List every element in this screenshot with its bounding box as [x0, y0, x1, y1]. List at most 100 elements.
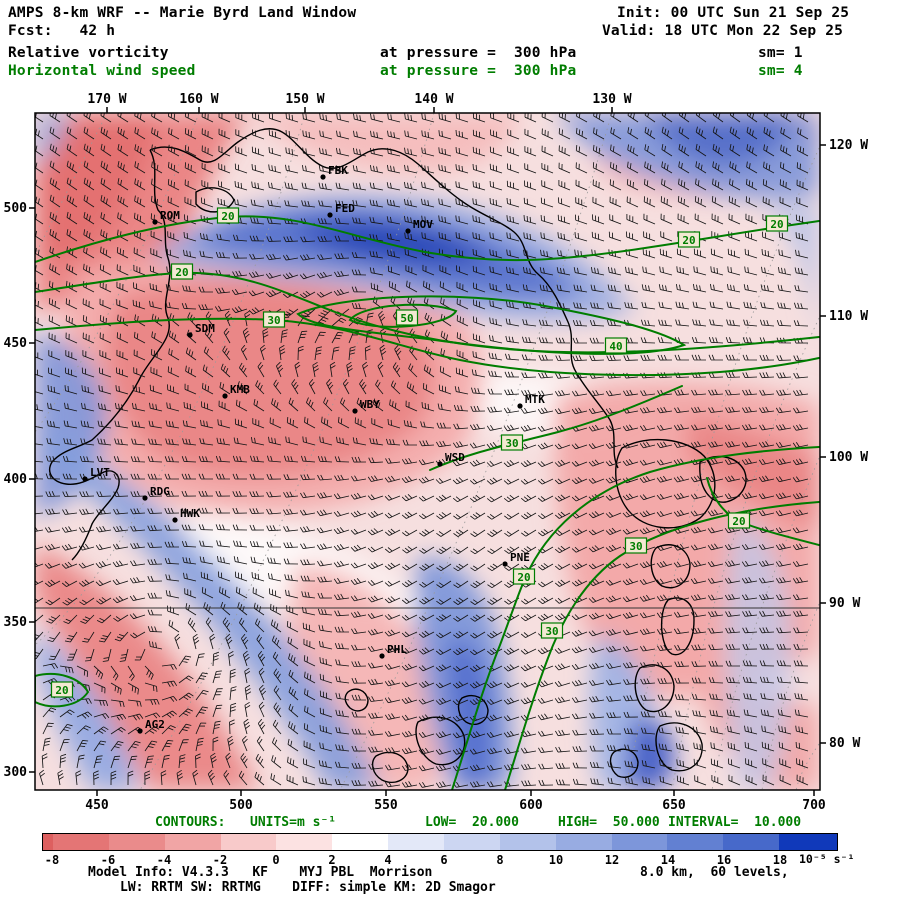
wind-speed-contour: [451, 446, 820, 790]
colorbar-segment: [43, 834, 53, 850]
colorbar-segment: [164, 834, 221, 850]
contour-label: 20: [732, 515, 745, 528]
station-marker: [152, 219, 158, 225]
axis-label-top: 140 W: [414, 92, 453, 107]
station-marker: [437, 461, 443, 467]
colorbar-segment: [555, 834, 612, 850]
station-label: PHL: [387, 643, 407, 656]
colorbar-segment: [220, 834, 277, 850]
axis-label-top: 130 W: [592, 92, 631, 107]
wind-speed-contour: [35, 271, 820, 354]
station-label: HWK: [180, 507, 200, 520]
colorbar-segment: [52, 834, 109, 850]
colorbar-tick: 6: [440, 853, 448, 867]
station-marker: [405, 228, 411, 234]
graticule-line: [339, 113, 613, 790]
axis-label-right: 100 W: [829, 450, 868, 465]
contour-label-box: [170, 263, 194, 280]
map-layers: 20 20 30 50 40 20 20 30 30 20 30 20 20 FBK FED MOV ROM SD…: [35, 113, 820, 790]
colorbar-unit: 10⁻⁵ s⁻¹: [799, 852, 855, 866]
contour-label: 20: [55, 684, 68, 697]
colorbar-tick: 12: [604, 853, 620, 867]
coastline: [48, 149, 171, 561]
station-label: SDM: [195, 322, 215, 335]
colorbar-segment: [443, 834, 500, 850]
axis-label-left: 450: [4, 336, 28, 351]
axis-label-bottom: 500: [229, 798, 253, 813]
graticule-line: [624, 147, 820, 790]
contour-label-box: [727, 512, 751, 529]
station-label: WBY: [360, 398, 380, 411]
colorbar-tick: 4: [384, 853, 392, 867]
forecast-hour-label: Fcst: 42 h: [8, 23, 116, 39]
valid-time-label: Valid: 18 UTC Mon 22 Sep 25: [602, 23, 844, 39]
contour-label-box: [604, 337, 628, 354]
graticule-line: [35, 113, 200, 433]
map-base: [35, 113, 820, 790]
axis-label-top: 170 W: [87, 92, 126, 107]
coastline: [415, 716, 466, 766]
wind-barbs-layer: [35, 113, 809, 788]
station-label: MTK: [525, 393, 545, 406]
coastline: [371, 751, 409, 784]
field1-level: at pressure = 300 hPa: [380, 45, 577, 61]
wind-speed-contour: [706, 477, 820, 546]
station-marker: [327, 212, 333, 218]
axis-label-bottom: 700: [802, 798, 826, 813]
station-label: RDG: [150, 485, 170, 498]
coastline: [457, 694, 489, 726]
coastline: [149, 128, 619, 469]
axis-label-top: 150 W: [285, 92, 324, 107]
colorbar-tick: -6: [100, 853, 116, 867]
colorbar-tick: -4: [156, 853, 172, 867]
colorbar-tick: 8: [496, 853, 504, 867]
station-marker: [142, 495, 148, 501]
coastline: [660, 597, 695, 656]
contour-label: 30: [505, 437, 518, 450]
coastline: [615, 438, 716, 529]
coastline: [655, 722, 703, 772]
graticule-line: [795, 743, 820, 790]
colorbar: [42, 833, 838, 851]
colorbar-segment: [611, 834, 668, 850]
model-info-line1-right: 8.0 km, 60 levels,: [640, 865, 789, 880]
contour-label-box: [216, 207, 240, 224]
axis-label-left: 300: [4, 765, 28, 780]
axis-label-right: 80 W: [829, 736, 860, 751]
axis-label-left: 400: [4, 472, 28, 487]
station-marker: [517, 403, 523, 409]
station-label: LVT: [90, 466, 110, 479]
colorbar-tick: 0: [272, 853, 280, 867]
station-marker: [172, 517, 178, 523]
contour-label: 20: [517, 571, 530, 584]
station-label: MOV: [413, 218, 433, 231]
contour-label: 30: [629, 540, 642, 553]
contour-label: 20: [682, 234, 695, 247]
field1-name: Relative vorticity: [8, 45, 169, 61]
axis-label-top: 160 W: [179, 92, 218, 107]
colorbar-segment: [388, 834, 444, 850]
axis-label-bottom: 600: [519, 798, 543, 813]
colorbar-segment: [499, 834, 556, 850]
colorbar-tick: 14: [660, 853, 676, 867]
colorbar-segment: [779, 834, 837, 850]
coastline: [195, 187, 235, 213]
field2-smoothing: sm= 4: [758, 63, 803, 79]
graticule-line: [711, 457, 820, 790]
station-label: ROM: [160, 209, 180, 222]
contour-label: 20: [175, 266, 188, 279]
model-info-line1: Model Info: V4.3.3 KF MYJ PBL Morrison: [88, 865, 433, 880]
contour-label-box: [262, 311, 286, 328]
station-marker: [379, 653, 385, 659]
init-time-label: Init: 00 UTC Sun 21 Sep 25: [617, 5, 850, 21]
contour-label-box: [765, 215, 789, 232]
contour-label-box: [50, 681, 74, 698]
axis-label-bottom: 650: [662, 798, 686, 813]
wind-speed-contour: [296, 295, 687, 355]
contour-legend-high: HIGH= 50.000: [558, 815, 660, 830]
colorbar-tick: -8: [44, 853, 60, 867]
model-info-line2: LW: RRTM SW: RRTMG DIFF: simple KM: 2D S…: [120, 880, 496, 895]
station-marker: [137, 728, 143, 734]
vorticity-shading-layer: [35, 113, 819, 790]
